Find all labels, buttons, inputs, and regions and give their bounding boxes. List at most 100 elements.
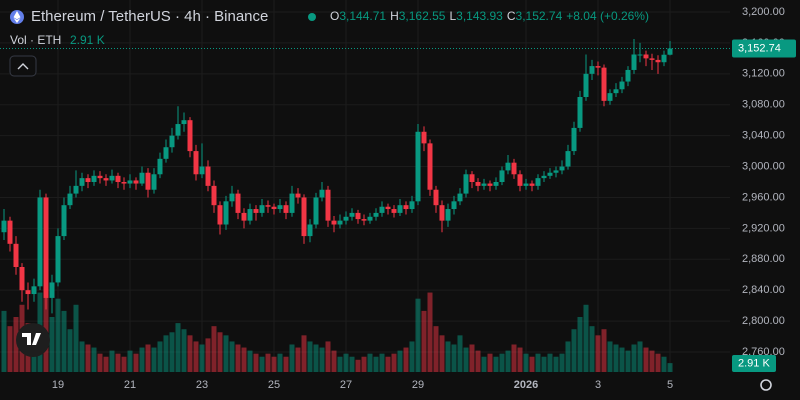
volume-bar (7, 326, 13, 372)
candle-body (421, 131, 427, 144)
candle-body (583, 73, 589, 97)
y-tick-label: 3,080.00 (742, 99, 785, 111)
settings-icon[interactable] (760, 379, 772, 391)
candle-body (601, 67, 607, 101)
candle-body (139, 172, 145, 184)
volume-bar (49, 317, 55, 372)
volume-bar (325, 341, 331, 372)
ohlc-key: L (449, 9, 456, 23)
candle-body (451, 201, 457, 210)
volume-bar (43, 280, 49, 372)
volume-bar (79, 341, 85, 372)
candle-body (637, 54, 643, 56)
volume-bar (97, 353, 103, 372)
volume-bar (547, 353, 553, 372)
candle-body (319, 189, 325, 198)
y-tick-label: 2,960.00 (742, 191, 785, 203)
candle-body (391, 209, 397, 213)
volume-bar (259, 356, 265, 372)
volume-bar (529, 356, 535, 372)
volume-bar (289, 344, 295, 372)
volume-bar (163, 335, 169, 372)
collapse-button[interactable] (9, 55, 37, 77)
volume-bar (493, 356, 499, 372)
volume-bar (457, 335, 463, 372)
price-axis (730, 0, 800, 400)
y-axis: 2,760.00 2,800.00 2,840.00 2,880.00 2,920.00… (732, 6, 796, 372)
volume-bar (589, 326, 595, 372)
y-tick-label: 2,840.00 (742, 284, 785, 296)
volume-bar (475, 350, 481, 372)
candle-body (553, 170, 559, 173)
candle-body (511, 162, 517, 175)
candle-body (457, 193, 463, 202)
volume-bar (187, 335, 193, 372)
candle-body (433, 189, 439, 206)
candle-body (631, 54, 637, 70)
candle-body (97, 175, 103, 179)
candle-body (73, 185, 79, 194)
volume-bar (451, 344, 457, 372)
candle-body (547, 172, 553, 176)
volume-bar (523, 353, 529, 372)
volume-bar (637, 341, 643, 372)
volume-bar (541, 356, 547, 372)
candle-body (361, 219, 367, 221)
candle-body (505, 162, 511, 171)
candle-body (133, 180, 139, 184)
x-tick-label: 5 (667, 379, 673, 391)
candle-body (565, 151, 571, 167)
last-price-badge (732, 39, 796, 58)
volume-bar (313, 344, 319, 372)
candle-body (325, 189, 331, 221)
volume-bar (397, 350, 403, 372)
volume-bar (583, 304, 589, 372)
candle-body (31, 286, 37, 295)
candle-body (121, 182, 127, 184)
candle-body (541, 175, 547, 179)
tv-logo-mark (22, 333, 41, 345)
volume-bar (643, 347, 649, 372)
volume-bar (301, 335, 307, 372)
x-tick-label: 21 (124, 379, 136, 391)
ohlc-key: C (507, 9, 516, 23)
candle-body (535, 178, 541, 186)
candle-body (625, 69, 631, 82)
x-tick-label: 3 (595, 379, 601, 391)
volume-bar (343, 353, 349, 372)
volume-bar (247, 350, 253, 372)
candle-body (589, 66, 595, 74)
volume-bar (421, 310, 427, 372)
candle-body (115, 175, 121, 182)
candle-body (607, 93, 613, 101)
candle-body (247, 209, 253, 221)
candle-body (193, 151, 199, 175)
volume-bar (625, 350, 631, 372)
volume-bar (433, 326, 439, 372)
volume-bar (223, 335, 229, 372)
volume-bar (613, 344, 619, 372)
candle-body (559, 166, 565, 171)
candle-body (307, 224, 313, 237)
volume-bar (139, 347, 145, 372)
candle-body (265, 205, 271, 207)
candle-body (169, 135, 175, 148)
volume-bar (427, 292, 433, 372)
ohlc-value: 3,144.71 (339, 9, 386, 23)
volume-bar (199, 344, 205, 372)
ohlc-value: 3,152.74 (516, 9, 563, 23)
candle-body (571, 127, 577, 152)
market-status (308, 13, 316, 21)
volume-bar (595, 335, 601, 372)
volume-bar (499, 353, 505, 372)
candle-body (595, 66, 601, 68)
candle-body (19, 267, 25, 291)
candle-body (517, 174, 523, 186)
eth-icon (13, 11, 21, 23)
candle-body (643, 54, 649, 59)
x-tick-label: 29 (412, 379, 424, 391)
candle-body (43, 197, 49, 298)
candle-body (613, 89, 619, 94)
volume-bar (577, 317, 583, 372)
candle-body (667, 48, 673, 55)
